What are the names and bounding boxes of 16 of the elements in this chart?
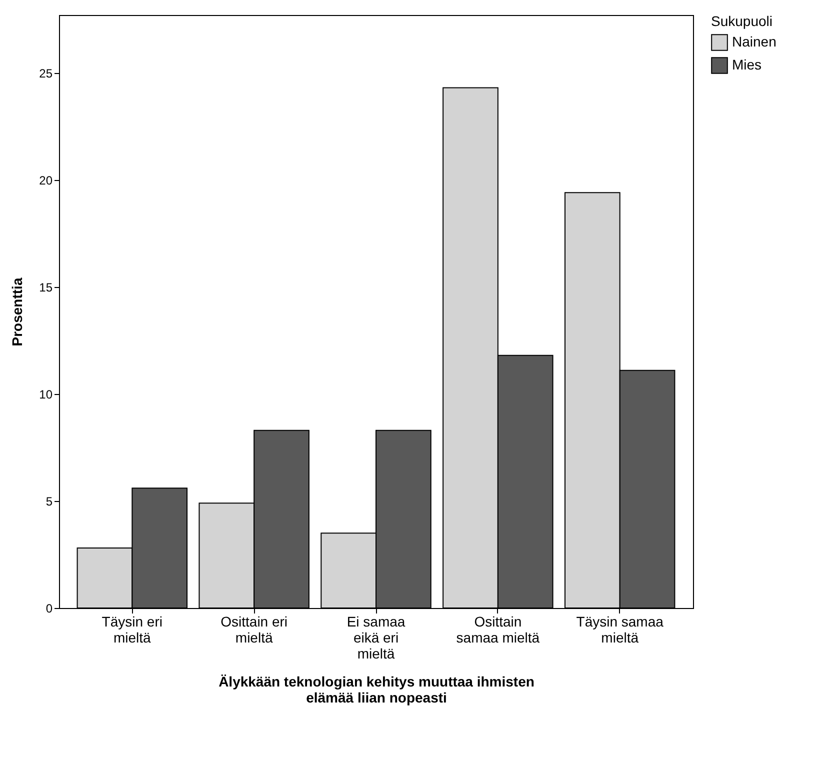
y-tick-label: 10 <box>39 387 53 402</box>
x-tick-label: Täysin samaa mieltä <box>576 614 664 646</box>
x-axis-title: Älykkään teknologian kehitys muuttaa ihmisten elämää liian nopeasti <box>218 674 534 706</box>
legend-label: Mies <box>732 56 762 72</box>
x-tick-label: Täysin eri mieltä <box>102 614 162 646</box>
y-tick-label: 20 <box>39 173 53 188</box>
x-tick-label: Osittain eri mieltä <box>220 614 288 646</box>
legend-label: Nainen <box>732 34 776 50</box>
y-tick-label: 25 <box>39 66 53 80</box>
y-axis-title: Prosenttia <box>9 278 26 346</box>
x-tick-label: Ei samaa eikä eri mieltä <box>346 614 406 662</box>
y-tick-label: 0 <box>46 602 53 616</box>
x-tick-label: Osittain samaa mieltä <box>456 614 540 646</box>
legend-title: Sukupuoli <box>711 13 772 29</box>
y-tick-label: 15 <box>39 280 53 294</box>
y-tick-label: 5 <box>46 494 53 508</box>
